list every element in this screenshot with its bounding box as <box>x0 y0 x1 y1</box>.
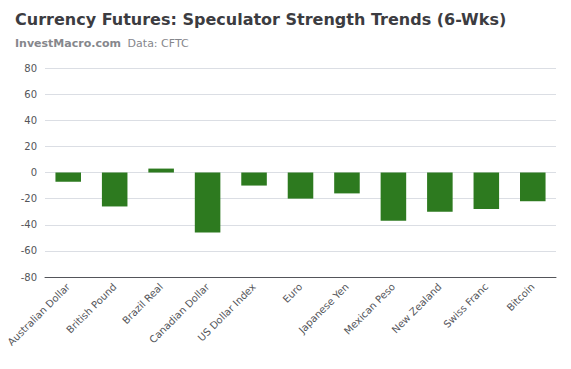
svg-text:US Dollar Index: US Dollar Index <box>196 281 258 343</box>
svg-text:British Pound: British Pound <box>64 281 118 335</box>
svg-text:40: 40 <box>24 115 37 126</box>
svg-text:New Zealand: New Zealand <box>390 281 444 335</box>
svg-text:80: 80 <box>24 63 37 74</box>
svg-text:-60: -60 <box>21 245 37 256</box>
svg-text:Data: CFTC: Data: CFTC <box>128 37 189 50</box>
svg-text:Australian Dollar: Australian Dollar <box>5 280 72 347</box>
svg-text:Brazil Real: Brazil Real <box>120 281 165 326</box>
svg-text:-80: -80 <box>21 272 37 283</box>
svg-text:Currency Futures: Speculator S: Currency Futures: Speculator Strength Tr… <box>15 10 506 29</box>
svg-text:Mexican Peso: Mexican Peso <box>341 281 398 337</box>
svg-text:Japanese Yen: Japanese Yen <box>296 281 351 336</box>
svg-text:20: 20 <box>24 141 37 152</box>
svg-text:0: 0 <box>31 167 37 178</box>
svg-text:-20: -20 <box>21 193 37 204</box>
svg-text:-40: -40 <box>21 219 37 230</box>
svg-text:Canadian Dollar: Canadian Dollar <box>147 281 212 346</box>
svg-text:60: 60 <box>24 89 37 100</box>
svg-text:Bitcoin: Bitcoin <box>505 281 537 313</box>
svg-text:Euro: Euro <box>281 281 305 305</box>
svg-text:InvestMacro.com: InvestMacro.com <box>15 37 121 50</box>
svg-text:Swiss Franc: Swiss Franc <box>441 281 490 330</box>
